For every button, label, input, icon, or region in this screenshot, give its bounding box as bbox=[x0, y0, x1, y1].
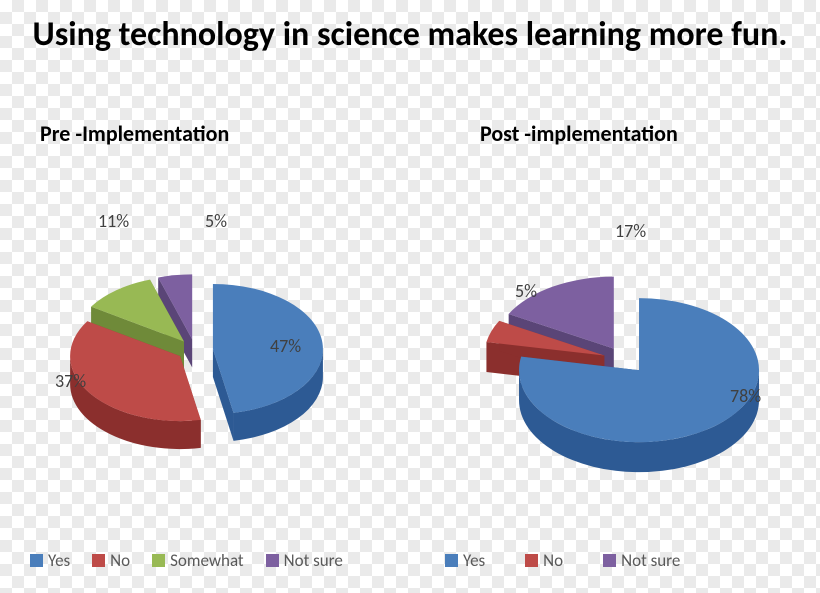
subtitle-pre: Pre -Implementation bbox=[40, 120, 229, 147]
pct-notsure-pre: 5% bbox=[205, 210, 227, 232]
pct-yes-post: 78% bbox=[730, 385, 761, 407]
pct-yes-pre: 47% bbox=[270, 335, 301, 357]
swatch-somewhat bbox=[152, 554, 165, 567]
swatch-yes bbox=[445, 554, 458, 567]
main-title: Using technology in science makes learni… bbox=[0, 15, 820, 56]
pie-chart-post: 78% 5% 17% bbox=[440, 190, 800, 510]
legend-item-no: No bbox=[92, 550, 130, 571]
legend-item-yes: Yes bbox=[30, 550, 70, 571]
pct-notsure-post: 17% bbox=[615, 220, 646, 242]
swatch-yes bbox=[30, 554, 43, 567]
swatch-notsure bbox=[603, 554, 616, 567]
subtitle-post: Post -implementation bbox=[480, 120, 678, 147]
pct-no-pre: 37% bbox=[55, 370, 86, 392]
swatch-no bbox=[525, 554, 538, 567]
pct-somewhat-pre: 11% bbox=[98, 210, 129, 232]
legend-post: Yes No Not sure bbox=[445, 550, 680, 571]
swatch-no bbox=[92, 554, 105, 567]
legend-item-somewhat: Somewhat bbox=[152, 550, 244, 571]
legend-pre: Yes No Somewhat Not sure bbox=[30, 550, 343, 571]
legend-item-notsure: Not sure bbox=[266, 550, 343, 571]
legend-item-no: No bbox=[525, 550, 563, 571]
swatch-notsure bbox=[266, 554, 279, 567]
pie-svg-pre bbox=[30, 190, 390, 510]
legend-item-yes: Yes bbox=[445, 550, 485, 571]
pie-chart-pre: 47% 37% 11% 5% bbox=[30, 190, 390, 510]
pct-no-post: 5% bbox=[515, 280, 537, 302]
legend-item-notsure: Not sure bbox=[603, 550, 680, 571]
